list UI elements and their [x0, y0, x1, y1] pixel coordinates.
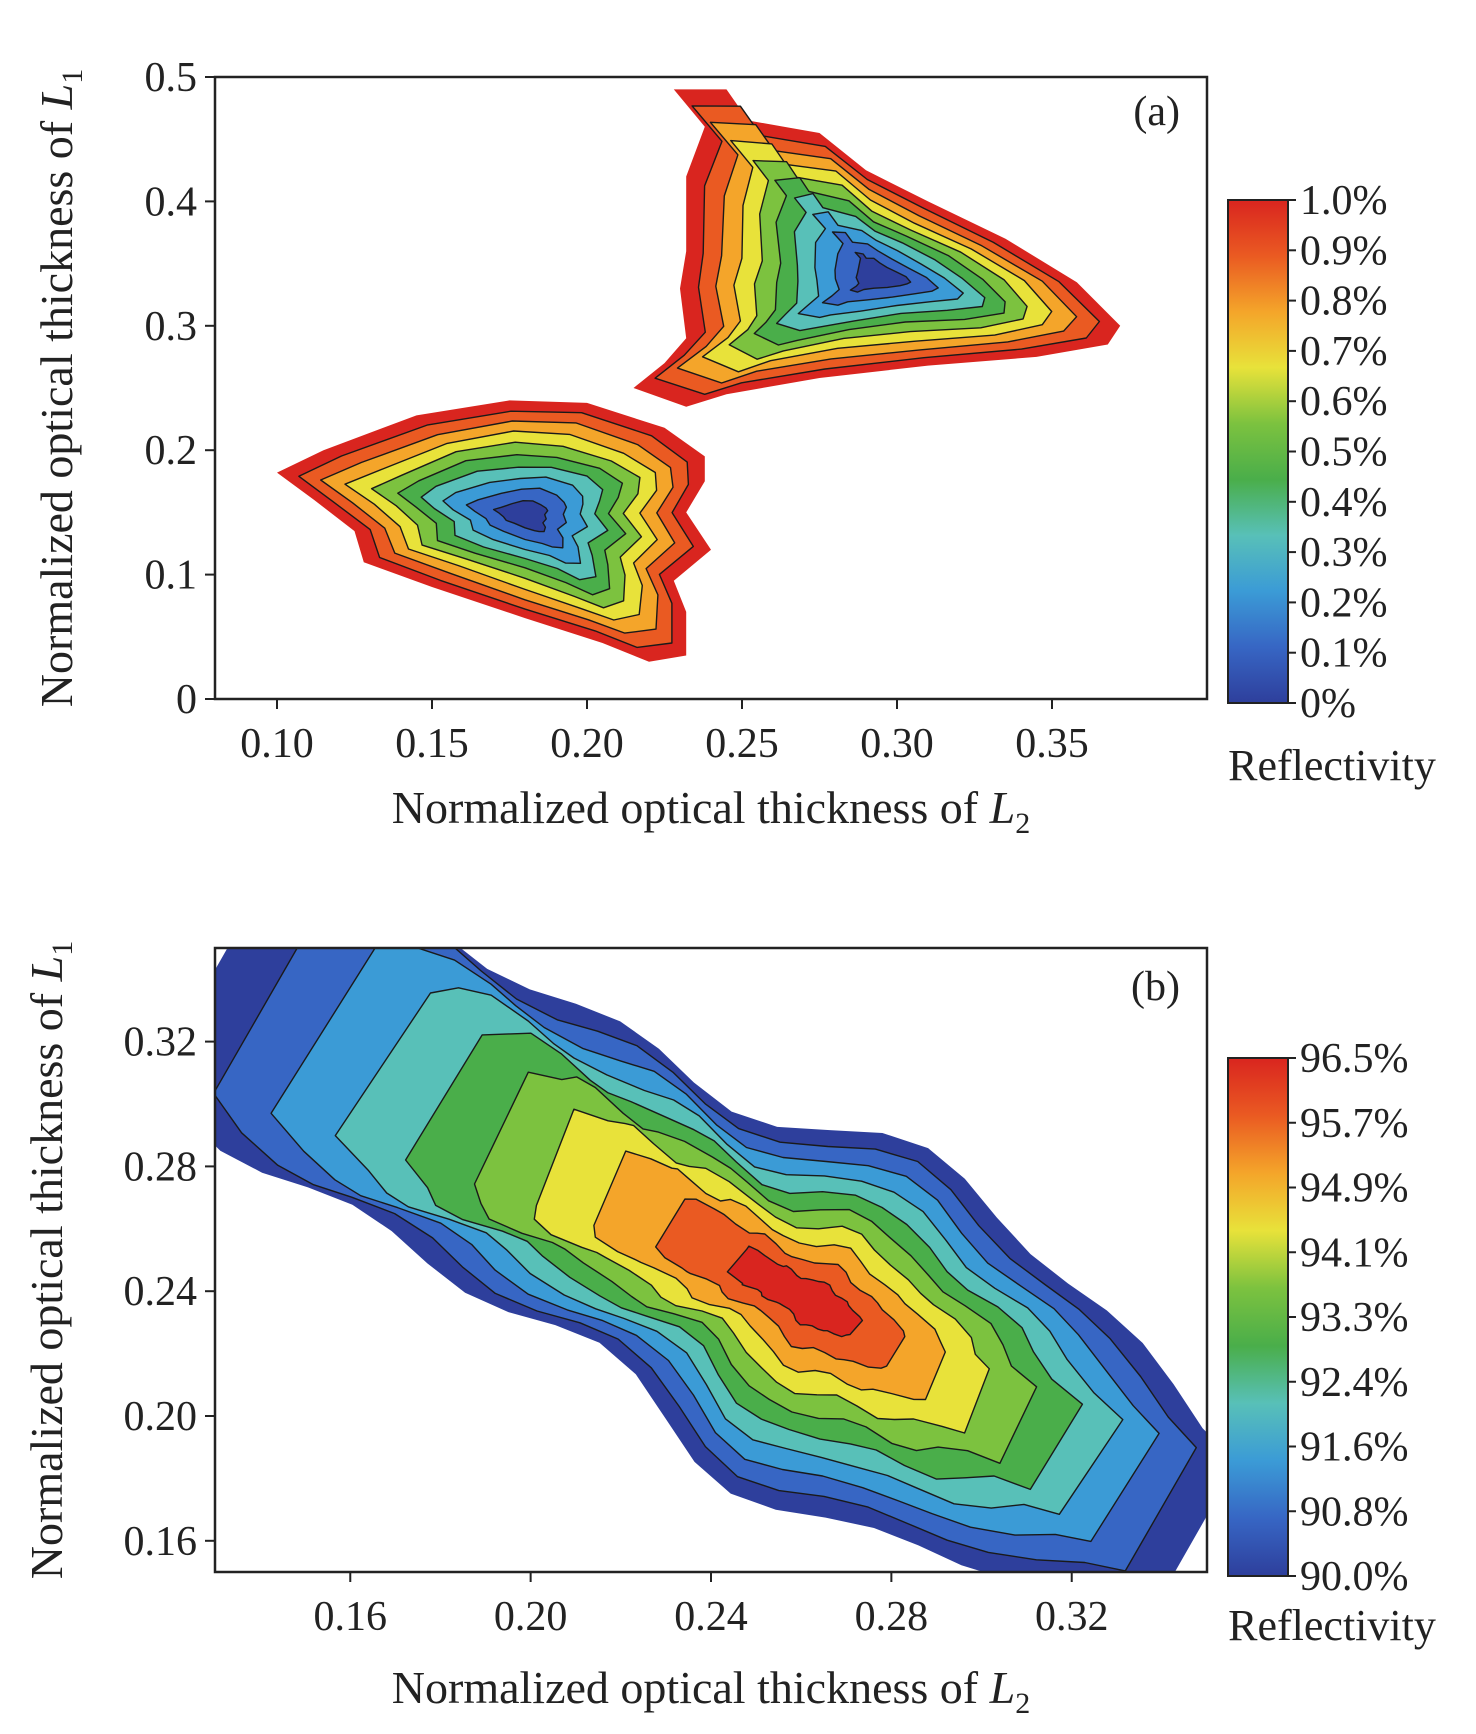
x-axis-label-b: Normalized optical thickness of L2 [392, 1662, 1030, 1720]
panel-b: 0.16 0.20 0.24 0.28 0.32 0.16 0.20 0.24 0.28 0.3… [21, 941, 1436, 1720]
y-tick-label: 0.5 [145, 55, 198, 101]
colorbar-tick-label: 0.1% [1300, 631, 1388, 677]
colorbar-gradient-b [1227, 1057, 1289, 1577]
contour-level-1-10 [726, 1245, 864, 1338]
colorbar-tick-label: 94.9% [1300, 1166, 1409, 1212]
colorbar-tick-label: 94.1% [1300, 1230, 1409, 1276]
y-tick-label: 0.4 [145, 179, 198, 225]
x-tick-label: 0.20 [494, 1594, 568, 1640]
colorbar-tick-label: 93.3% [1300, 1295, 1409, 1341]
y-tick-label: 0 [176, 677, 197, 723]
colorbar-tick-label: 0.8% [1300, 279, 1388, 325]
colorbar-tick-label: 1.0% [1300, 178, 1388, 224]
colorbar-tick-label: 0.6% [1300, 379, 1388, 425]
colorbar-tick-label: 91.6% [1300, 1425, 1409, 1471]
y-tick-label: 0.28 [124, 1144, 198, 1190]
colorbar-gradient-a [1227, 199, 1289, 704]
colorbar-tick-label: 96.5% [1300, 1036, 1409, 1082]
colorbar-tick-label: 0.3% [1300, 530, 1388, 576]
contour-plot-b [215, 948, 1207, 1572]
y-tick-label: 0.24 [124, 1269, 198, 1315]
y-tick-label: 0.1 [145, 553, 198, 599]
y-axis-ticks-a: 0 0.1 0.2 0.3 0.4 0.5 [145, 55, 215, 723]
y-tick-label: 0.3 [145, 304, 198, 350]
x-tick-label: 0.15 [395, 721, 469, 767]
y-tick-label: 0.16 [124, 1519, 198, 1565]
colorbar-tick-label: 0.4% [1300, 480, 1388, 526]
colorbar-tick-label: 90.0% [1300, 1554, 1409, 1600]
colorbar-tick-label: 0% [1300, 681, 1356, 727]
contour-level-2-10 [492, 500, 549, 533]
y-axis-label-b: Normalized optical thickness of L1 [21, 941, 79, 1579]
y-axis-ticks-b: 0.16 0.20 0.24 0.28 0.32 [124, 1020, 215, 1565]
colorbar-tick-label: 90.8% [1300, 1489, 1409, 1535]
x-tick-label: 0.32 [1035, 1594, 1109, 1640]
x-tick-label: 0.25 [705, 721, 779, 767]
panel-label-b: (b) [1131, 964, 1180, 1010]
contour-level-1-10 [849, 251, 912, 293]
colorbar-tick-label: 95.7% [1300, 1101, 1409, 1147]
x-tick-label: 0.35 [1015, 721, 1089, 767]
x-tick-label: 0.28 [855, 1594, 929, 1640]
colorbar-label-a: Reflectivity [1228, 741, 1436, 790]
x-axis-ticks-a: 0.10 0.15 0.20 0.25 0.30 0.35 [240, 699, 1089, 767]
x-tick-label: 0.16 [314, 1594, 388, 1640]
colorbar-tick-label: 0.9% [1300, 228, 1388, 274]
colorbar-tick-label: 0.7% [1300, 329, 1388, 375]
colorbar-ticks-b: 96.5% 95.7% 94.9% 94.1% 93.3% 92.4% 91.6% 90.8%… [1288, 1036, 1409, 1600]
y-tick-label: 0.2 [145, 428, 198, 474]
panel-label-a: (a) [1133, 89, 1180, 135]
x-tick-label: 0.30 [860, 721, 934, 767]
y-tick-label: 0.32 [124, 1020, 198, 1066]
colorbar-ticks-a: 1.0%0.9% 0.8%0.7%0.6% 0.5%0.4%0.3%0.2% 0.1%… [1288, 178, 1388, 727]
colorbar-tick-label: 0.2% [1300, 580, 1388, 626]
x-tick-label: 0.20 [550, 721, 624, 767]
x-tick-label: 0.10 [240, 721, 314, 767]
colorbar-label-b: Reflectivity [1228, 1601, 1436, 1650]
x-axis-label-a: Normalized optical thickness of L2 [392, 782, 1030, 840]
contour-plot-a [277, 89, 1121, 662]
colorbar-tick-label: 92.4% [1300, 1360, 1409, 1406]
plot-frame-a [213, 75, 1209, 701]
colorbar-a: 1.0%0.9% 0.8%0.7%0.6% 0.5%0.4%0.3%0.2% 0.1%… [1227, 178, 1436, 790]
panel-a: 0.10 0.15 0.20 0.25 0.30 0.35 0 0.1 0.2 0.3 0.4 0.… [31, 55, 1436, 840]
x-axis-ticks-b: 0.16 0.20 0.24 0.28 0.32 [314, 1572, 1109, 1640]
y-tick-label: 0.20 [124, 1394, 198, 1440]
y-axis-label-a: Normalized optical thickness of L1 [31, 69, 89, 707]
colorbar-b: 96.5% 95.7% 94.9% 94.1% 93.3% 92.4% 91.6% 90.8%… [1227, 1036, 1436, 1650]
x-tick-label: 0.24 [674, 1594, 748, 1640]
colorbar-tick-label: 0.5% [1300, 430, 1388, 476]
